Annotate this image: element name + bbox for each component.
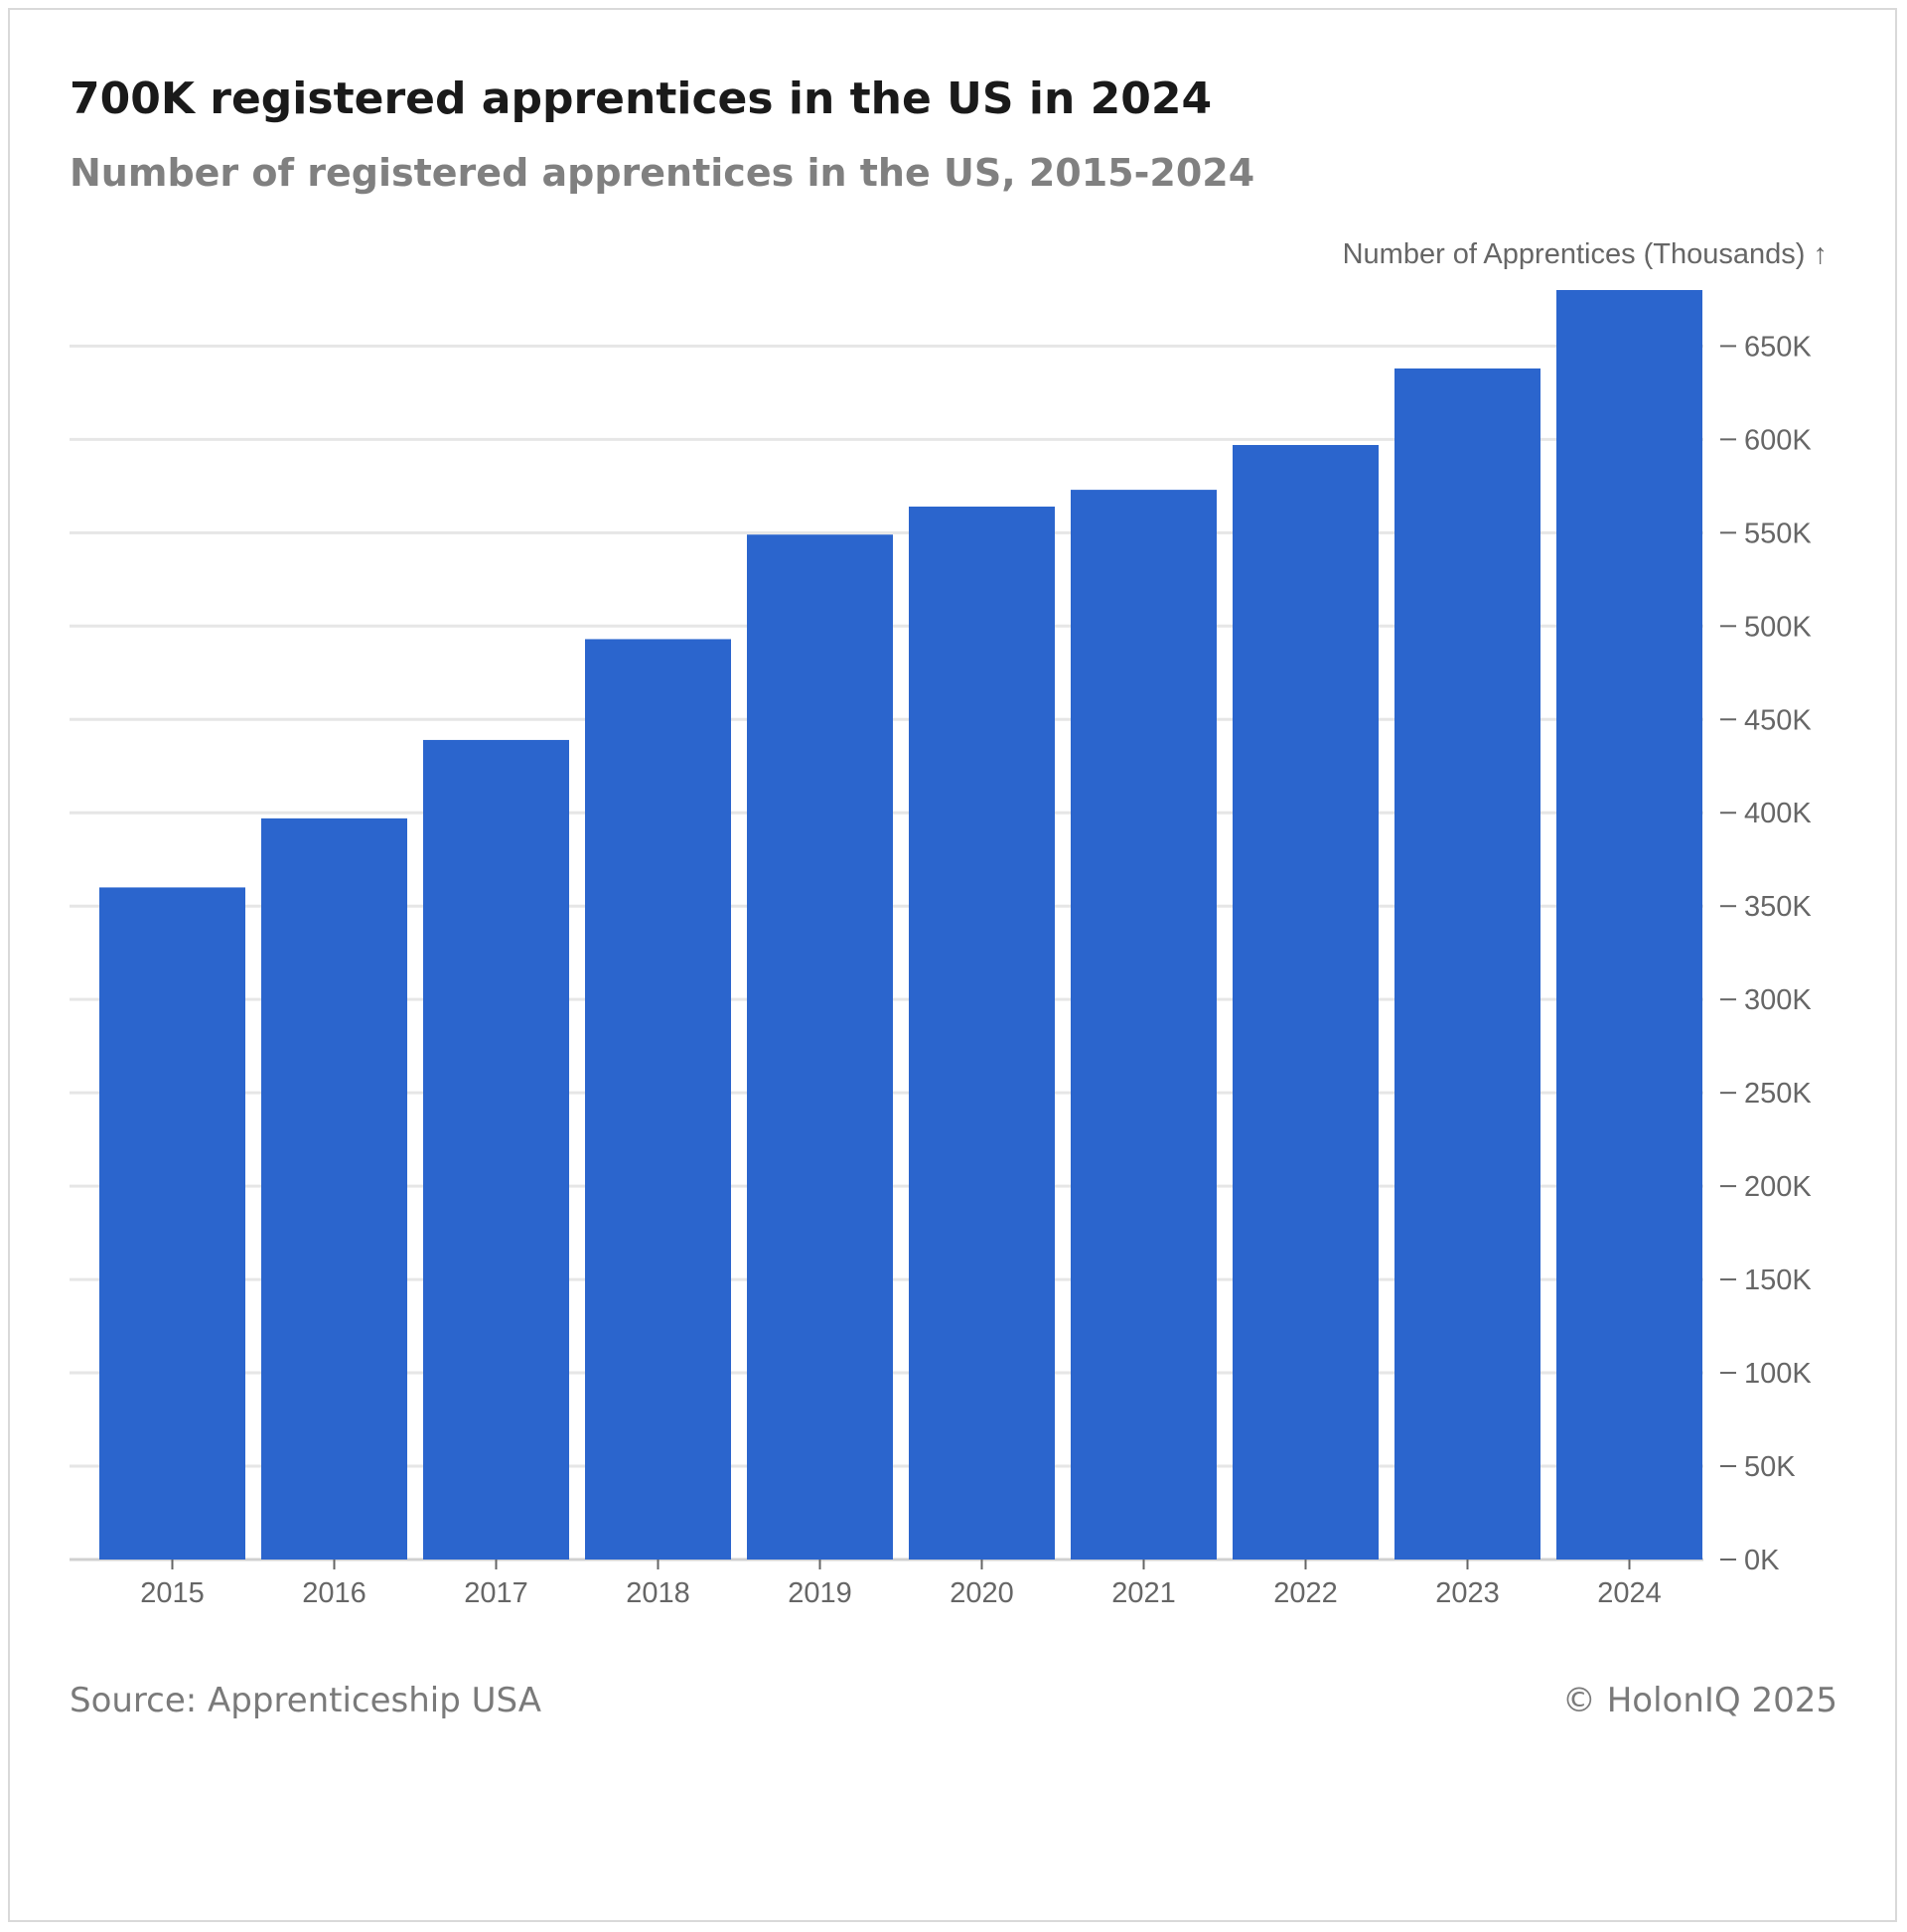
copyright-note: © HolonIQ 2025: [1561, 1681, 1837, 1720]
x-tick-label: 2022: [1273, 1577, 1338, 1609]
y-tick-label: 500K: [1744, 611, 1812, 643]
x-tick-label: 2023: [1435, 1577, 1500, 1609]
y-tick-label: 550K: [1744, 518, 1812, 549]
y-tick-label: 250K: [1744, 1078, 1812, 1110]
bars: [99, 290, 1702, 1560]
x-tick-label: 2018: [626, 1577, 690, 1609]
source-note: Source: Apprenticeship USA: [70, 1681, 542, 1720]
bar-2019[interactable]: [747, 534, 893, 1560]
chart-title: 700K registered apprentices in the US in…: [70, 74, 1213, 124]
bar-2023[interactable]: [1394, 368, 1540, 1560]
bar-2020[interactable]: [909, 507, 1055, 1560]
bar-2021[interactable]: [1071, 490, 1217, 1560]
x-tick-label: 2016: [302, 1577, 367, 1609]
y-tick-label: 300K: [1744, 984, 1812, 1016]
bar-2017[interactable]: [423, 739, 569, 1560]
y-tick-label: 350K: [1744, 891, 1812, 923]
y-tick-label: 400K: [1744, 798, 1812, 829]
y-tick-label: 50K: [1744, 1451, 1796, 1483]
y-tick-label: 150K: [1744, 1264, 1812, 1296]
y-tick-label: 100K: [1744, 1358, 1812, 1390]
bar-2024[interactable]: [1556, 290, 1702, 1560]
y-axis: 0K 50K 100K 150K 200K 250K 300K 350K 400K 450K 500…: [1720, 331, 1812, 1576]
chart-subtitle: Number of registered apprentices in the …: [70, 151, 1255, 195]
x-tick-label: 2021: [1111, 1577, 1176, 1609]
x-tick-label: 2015: [140, 1577, 205, 1609]
bar-2016[interactable]: [261, 817, 407, 1560]
x-axis: 2015 2016 2017 2018 2019 2020 2021 2022 2023 2024: [140, 1560, 1662, 1609]
y-axis-title: Number of Apprentices (Thousands) ↑: [1343, 238, 1828, 270]
x-tick-label: 2017: [464, 1577, 528, 1609]
y-tick-label: 0K: [1744, 1545, 1780, 1576]
bar-2015[interactable]: [99, 887, 245, 1560]
y-tick-label: 450K: [1744, 704, 1812, 736]
bar-2022[interactable]: [1233, 444, 1379, 1560]
y-tick-label: 650K: [1744, 331, 1812, 363]
y-tick-label: 200K: [1744, 1171, 1812, 1203]
y-tick-label: 600K: [1744, 424, 1812, 456]
bar-2018[interactable]: [585, 639, 731, 1560]
x-tick-label: 2019: [788, 1577, 852, 1609]
x-tick-label: 2024: [1597, 1577, 1662, 1609]
x-tick-label: 2020: [950, 1577, 1014, 1609]
